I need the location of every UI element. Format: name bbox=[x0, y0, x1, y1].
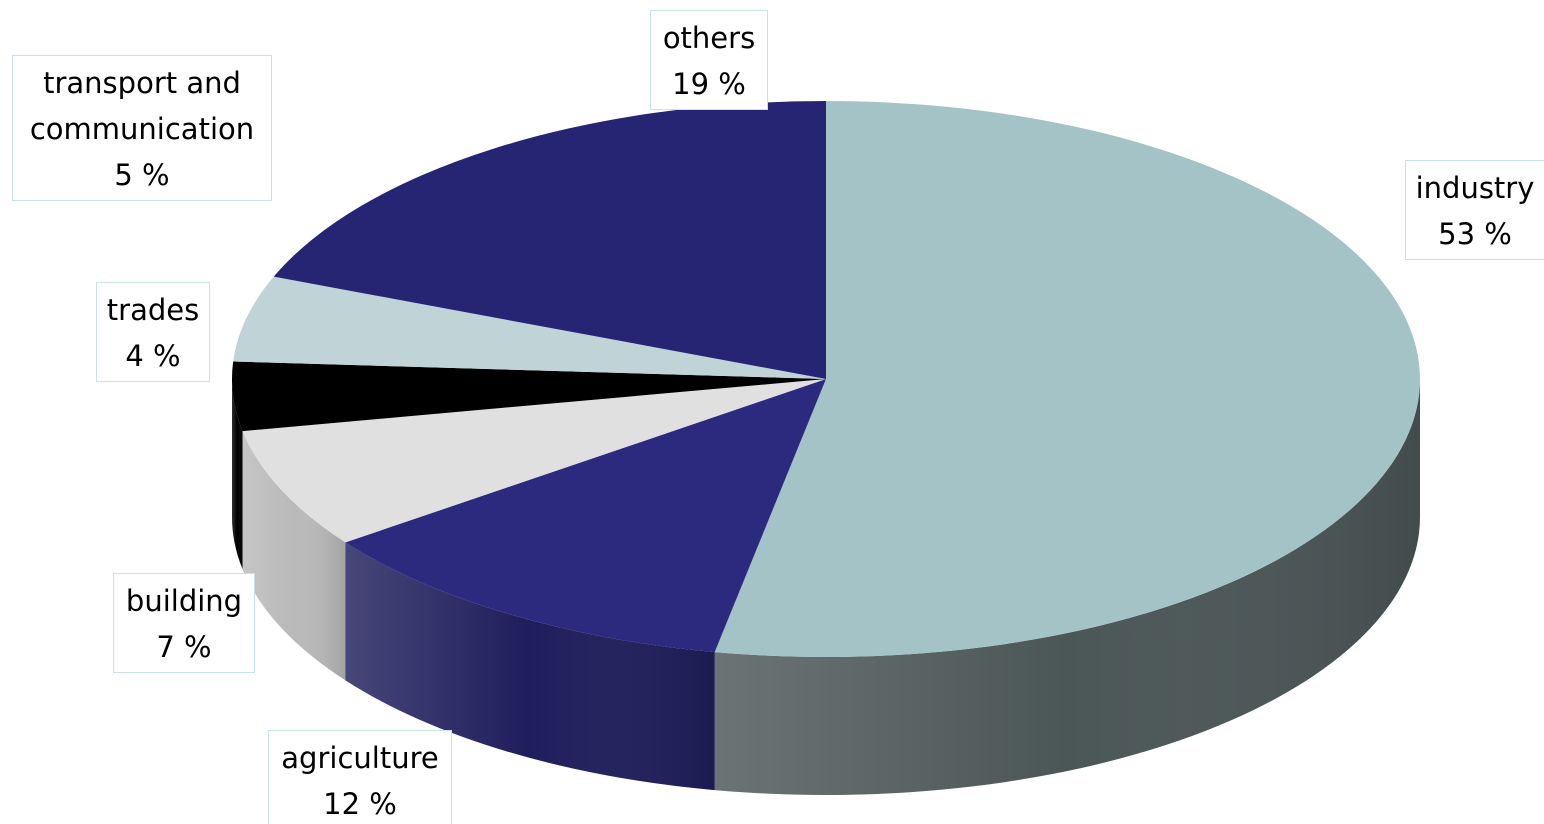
pie-side-shade-building bbox=[242, 431, 346, 681]
pie-side-shade-trades bbox=[232, 379, 243, 570]
slice-label-transport-line1: transport and bbox=[43, 66, 241, 100]
slice-label-industry-percent: 53 % bbox=[1438, 217, 1512, 251]
slice-label-building-name: building bbox=[125, 584, 243, 618]
pie-slice-building bbox=[242, 379, 826, 543]
pie-slice-trades bbox=[231, 361, 827, 432]
pie-slice-agriculture bbox=[345, 379, 826, 653]
slice-label-trades-percent: 4 % bbox=[125, 339, 181, 373]
slice-label-others-percent: 19 % bbox=[672, 67, 746, 101]
slice-label-agriculture-percent: 12 % bbox=[323, 787, 397, 821]
slice-label-agriculture-name: agriculture bbox=[281, 741, 439, 775]
pie-sides bbox=[232, 379, 1420, 796]
slice-label-transport-line2: communication bbox=[29, 112, 255, 146]
slice-label-agriculture: agriculture 12 % bbox=[268, 730, 452, 824]
slice-label-trades-name: trades bbox=[106, 293, 200, 327]
slice-label-others-name: others bbox=[662, 21, 756, 55]
pie-slice-industry bbox=[714, 101, 1420, 658]
pie-slice-transport-and-communication bbox=[233, 276, 827, 379]
slice-label-building: building 7 % bbox=[113, 573, 255, 673]
pie-slice-others bbox=[273, 101, 827, 379]
slice-label-trades: trades 4 % bbox=[96, 282, 210, 382]
slice-label-industry: industry 53 % bbox=[1405, 160, 1544, 260]
slice-label-building-percent: 7 % bbox=[156, 630, 212, 664]
pie-side-shade-industry bbox=[714, 379, 1420, 796]
pie-side-shade-agriculture bbox=[345, 542, 715, 791]
slice-label-transport: transport and communication 5 % bbox=[12, 55, 272, 201]
slice-label-others: others 19 % bbox=[650, 10, 768, 110]
slice-label-industry-name: industry bbox=[1415, 171, 1535, 205]
pie-tops bbox=[231, 101, 1420, 658]
slice-label-transport-percent: 5 % bbox=[114, 158, 170, 192]
